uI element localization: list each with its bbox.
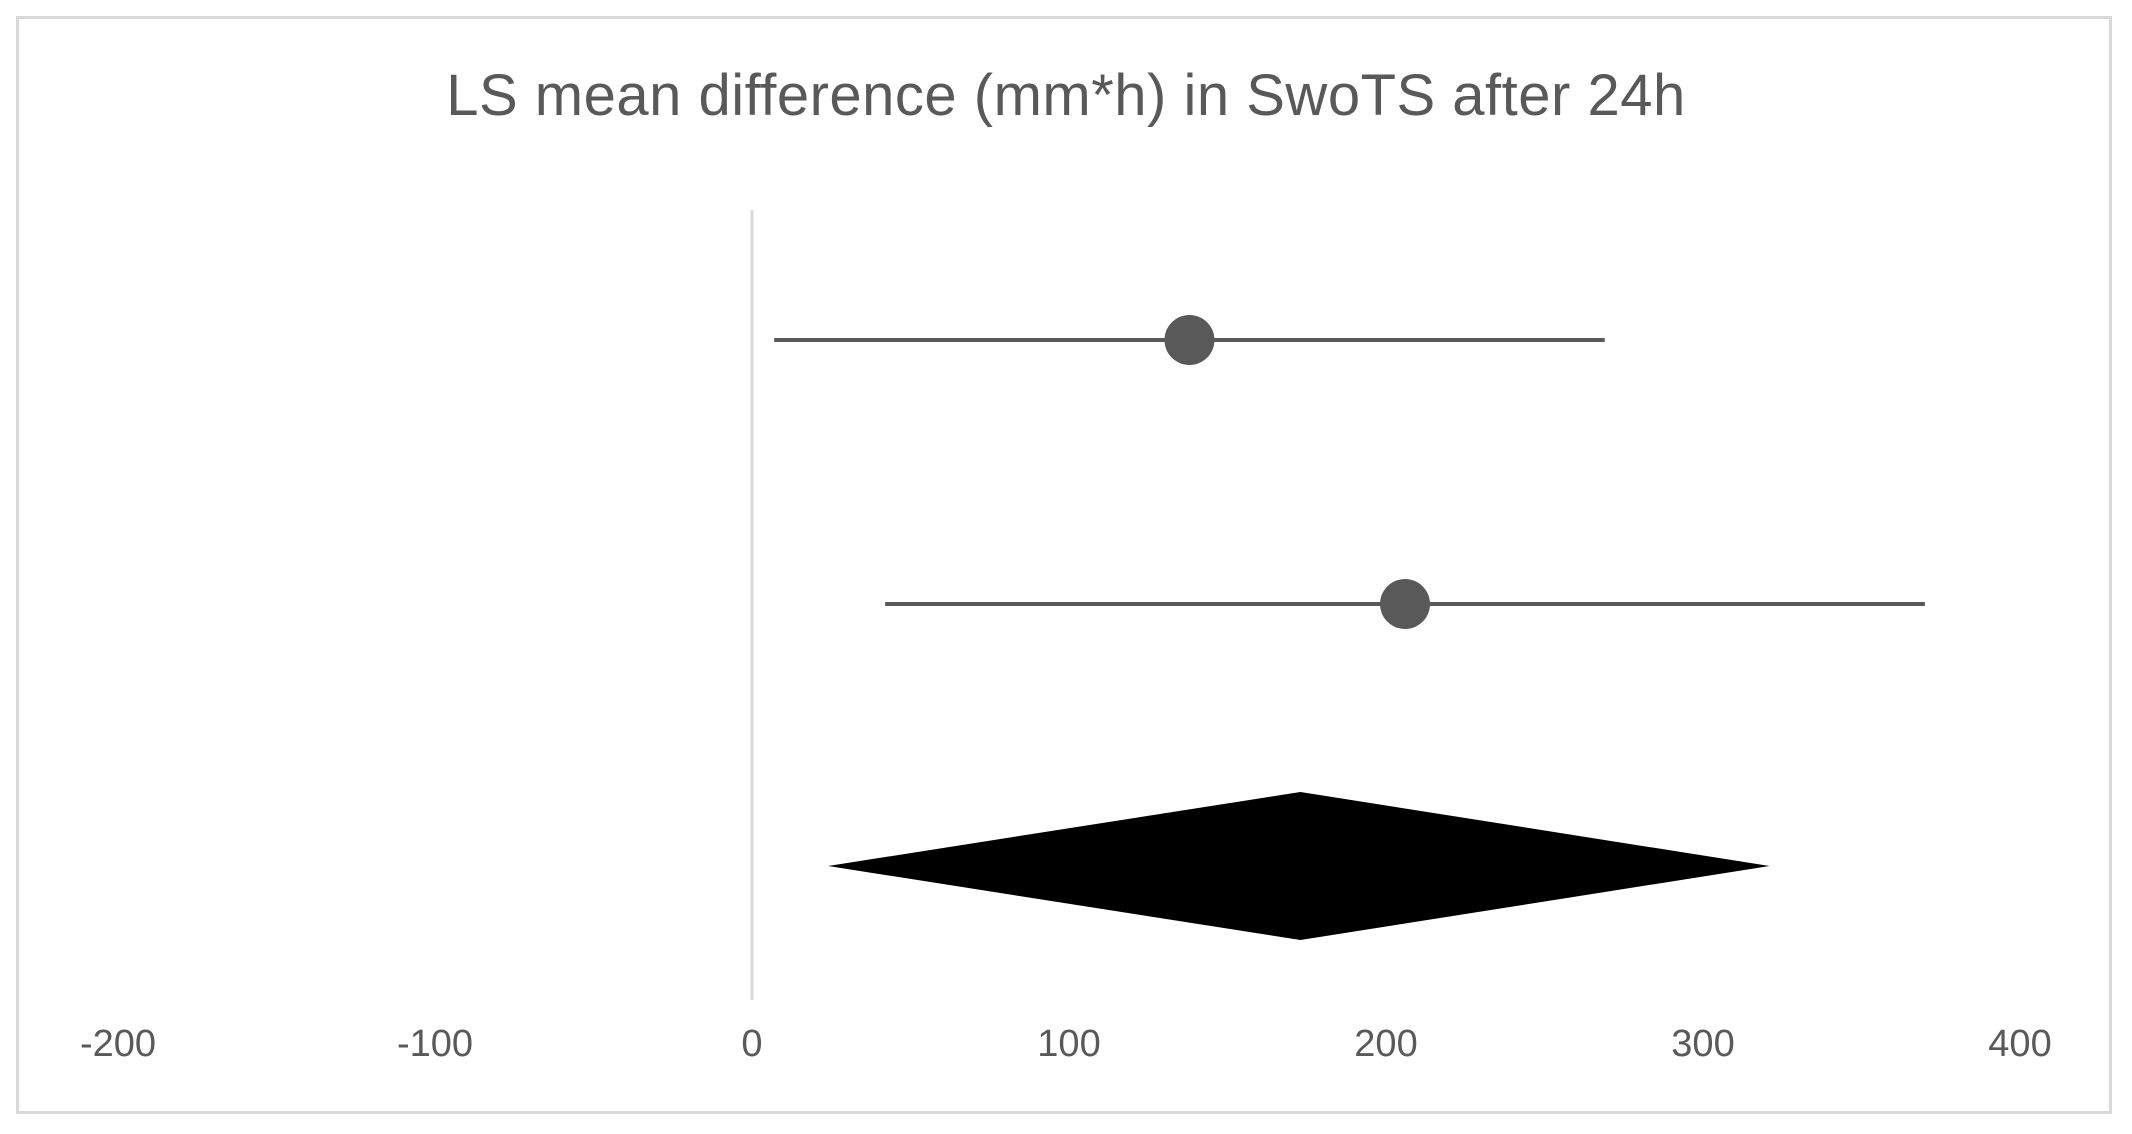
x-tick-label: 400 <box>1988 1023 2051 1065</box>
x-tick-label: -200 <box>80 1023 156 1065</box>
point-estimate-1 <box>1164 315 1215 365</box>
pooled-diamond-layer <box>828 792 1770 940</box>
chart-title: LS mean difference (mm*h) in SwoTS after… <box>446 63 1686 128</box>
x-axis-tick-labels: -200 -100 0 100 200 300 400 <box>80 1023 2052 1065</box>
pooled-diamond <box>828 792 1770 940</box>
x-tick-label: 100 <box>1037 1023 1100 1065</box>
point-estimate-layer <box>1164 315 1431 629</box>
x-tick-label: 0 <box>741 1023 762 1065</box>
x-tick-label: 200 <box>1354 1023 1417 1065</box>
point-estimate-2 <box>1380 579 1431 629</box>
x-tick-label: -100 <box>397 1023 473 1065</box>
x-tick-label: 300 <box>1671 1023 1734 1065</box>
chart-frame <box>16 16 2112 1114</box>
confidence-interval-layer <box>774 338 1925 606</box>
